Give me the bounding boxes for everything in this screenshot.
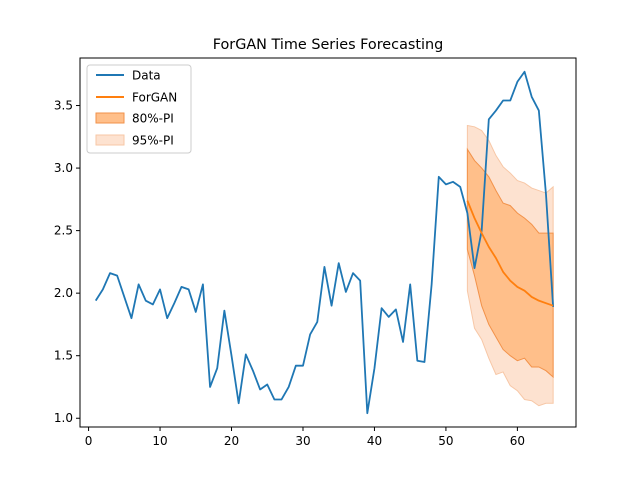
legend: Data ForGAN 80%-PI 95%-PI — [86, 64, 192, 154]
y-tick-label: 3.5 — [54, 99, 73, 113]
y-tick-label: 3.0 — [54, 161, 73, 175]
pi80-band — [466, 147, 554, 379]
forgan-series-line — [466, 200, 554, 307]
legend-pi80-swatch — [95, 112, 125, 124]
x-tick-label: 10 — [152, 434, 167, 448]
x-tick-label: 30 — [295, 434, 310, 448]
plot-area — [94, 70, 555, 415]
chart-title: ForGAN Time Series Forecasting — [213, 37, 444, 53]
legend-pi80-label: 80%-PI — [132, 112, 174, 126]
x-tick-label: 60 — [510, 434, 525, 448]
x-tick-label: 20 — [224, 434, 239, 448]
legend-pi95-label: 95%-PI — [132, 134, 174, 148]
legend-box — [86, 64, 192, 154]
legend-data-label: Data — [132, 69, 161, 83]
y-tick-label: 2.0 — [54, 286, 73, 300]
x-tick-label: 0 — [85, 434, 93, 448]
legend-forgan-label: ForGAN — [132, 91, 177, 105]
x-axis: 0 10 20 30 40 50 60 — [85, 427, 525, 448]
y-tick-label: 2.5 — [54, 224, 73, 238]
x-tick-label: 50 — [438, 434, 453, 448]
data-series-line — [94, 70, 555, 415]
x-tick-label: 40 — [367, 434, 382, 448]
y-tick-label: 1.0 — [54, 411, 73, 425]
legend-pi95-swatch — [95, 134, 125, 146]
y-axis: 1.0 1.5 2.0 2.5 3.0 3.5 — [54, 99, 80, 425]
y-tick-label: 1.5 — [54, 349, 73, 363]
axes-frame — [79, 57, 577, 428]
